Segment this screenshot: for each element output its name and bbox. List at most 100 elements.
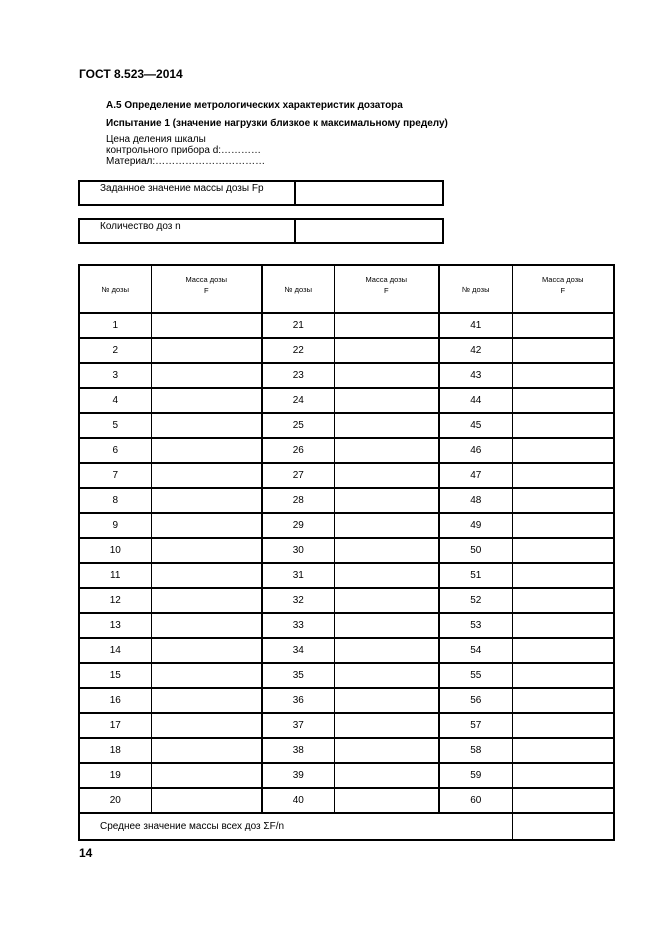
scale-division-label: Цена деления шкалы	[106, 134, 206, 145]
mass-cell[interactable]	[333, 412, 440, 439]
mass-cell[interactable]	[333, 462, 440, 489]
mass-cell[interactable]	[333, 512, 440, 539]
mass-cell[interactable]	[511, 612, 615, 639]
mass-cell[interactable]	[150, 787, 263, 814]
dose-number: 50	[438, 537, 513, 564]
average-value[interactable]	[511, 812, 615, 841]
mass-cell[interactable]	[333, 387, 440, 414]
dose-number: 52	[438, 587, 513, 614]
header-dose-number: № дозы	[438, 264, 513, 314]
mass-cell[interactable]	[333, 662, 440, 689]
mass-cell[interactable]	[150, 737, 263, 764]
dose-number: 20	[78, 787, 152, 814]
mass-cell[interactable]	[511, 587, 615, 614]
mass-cell[interactable]	[333, 762, 440, 789]
mass-cell[interactable]	[150, 387, 263, 414]
mass-cell[interactable]	[150, 537, 263, 564]
mass-cell[interactable]	[333, 587, 440, 614]
mass-cell[interactable]	[150, 437, 263, 464]
dose-number: 3	[78, 362, 152, 389]
mass-cell[interactable]	[333, 787, 440, 814]
dose-number: 5	[78, 412, 152, 439]
dose-number: 16	[78, 687, 152, 714]
mass-cell[interactable]	[150, 337, 263, 364]
mass-cell[interactable]	[150, 687, 263, 714]
mass-cell[interactable]	[511, 387, 615, 414]
mass-cell[interactable]	[511, 637, 615, 664]
dose-number: 2	[78, 337, 152, 364]
dose-number: 38	[261, 737, 335, 764]
mass-cell[interactable]	[511, 362, 615, 389]
mass-cell[interactable]	[511, 562, 615, 589]
table-row: 5 25 45	[78, 412, 615, 439]
table-row: 7 27 47	[78, 462, 615, 489]
dose-number: 7	[78, 462, 152, 489]
table-row: 2 22 42	[78, 337, 615, 364]
mass-cell[interactable]	[333, 337, 440, 364]
mass-cell[interactable]	[511, 737, 615, 764]
mass-cell[interactable]	[511, 787, 615, 814]
dose-number: 33	[261, 612, 335, 639]
dose-number: 40	[261, 787, 335, 814]
dose-number: 43	[438, 362, 513, 389]
mass-cell[interactable]	[511, 437, 615, 464]
mass-cell[interactable]	[150, 487, 263, 514]
mass-cell[interactable]	[511, 687, 615, 714]
dose-number: 6	[78, 437, 152, 464]
mass-cell[interactable]	[333, 437, 440, 464]
section-title: А.5 Определение метрологических характер…	[106, 100, 403, 111]
mass-cell[interactable]	[333, 687, 440, 714]
dose-number: 14	[78, 637, 152, 664]
dose-number: 25	[261, 412, 335, 439]
mass-cell[interactable]	[511, 462, 615, 489]
table-row: 17 37 57	[78, 712, 615, 739]
mass-cell[interactable]	[150, 587, 263, 614]
table-row: 15 35 55	[78, 662, 615, 689]
mass-cell[interactable]	[511, 712, 615, 739]
dose-number: 45	[438, 412, 513, 439]
mass-cell[interactable]	[333, 612, 440, 639]
mass-cell[interactable]	[511, 512, 615, 539]
dose-number: 26	[261, 437, 335, 464]
mass-cell[interactable]	[150, 312, 263, 339]
mass-cell[interactable]	[511, 337, 615, 364]
mass-cell[interactable]	[511, 762, 615, 789]
mass-cell[interactable]	[333, 712, 440, 739]
mass-cell[interactable]	[511, 487, 615, 514]
dose-count-box: Количество доз n	[78, 218, 444, 244]
dose-number: 32	[261, 587, 335, 614]
mass-cell[interactable]	[150, 462, 263, 489]
mass-cell[interactable]	[511, 537, 615, 564]
target-mass-field[interactable]	[296, 182, 442, 204]
mass-cell[interactable]	[333, 362, 440, 389]
mass-cell[interactable]	[333, 737, 440, 764]
mass-cell[interactable]	[511, 662, 615, 689]
header-mass: Масса дозы F	[333, 264, 440, 314]
mass-cell[interactable]	[150, 662, 263, 689]
dose-number: 30	[261, 537, 335, 564]
mass-cell[interactable]	[150, 612, 263, 639]
mass-cell[interactable]	[511, 412, 615, 439]
dose-number: 4	[78, 387, 152, 414]
table-row: 3 23 43	[78, 362, 615, 389]
mass-cell[interactable]	[333, 637, 440, 664]
mass-cell[interactable]	[150, 562, 263, 589]
mass-cell[interactable]	[150, 362, 263, 389]
dose-count-field[interactable]	[296, 220, 442, 242]
mass-cell[interactable]	[150, 712, 263, 739]
document-code: ГОСТ 8.523—2014	[79, 67, 183, 81]
mass-cell[interactable]	[150, 637, 263, 664]
table-row: 1 21 41	[78, 312, 615, 339]
mass-cell[interactable]	[333, 487, 440, 514]
mass-cell[interactable]	[150, 412, 263, 439]
dose-number: 48	[438, 487, 513, 514]
table-row: 10 30 50	[78, 537, 615, 564]
mass-cell[interactable]	[333, 312, 440, 339]
mass-cell[interactable]	[333, 537, 440, 564]
mass-cell[interactable]	[150, 762, 263, 789]
dose-number: 53	[438, 612, 513, 639]
mass-cell[interactable]	[150, 512, 263, 539]
mass-cell[interactable]	[333, 562, 440, 589]
mass-cell[interactable]	[511, 312, 615, 339]
